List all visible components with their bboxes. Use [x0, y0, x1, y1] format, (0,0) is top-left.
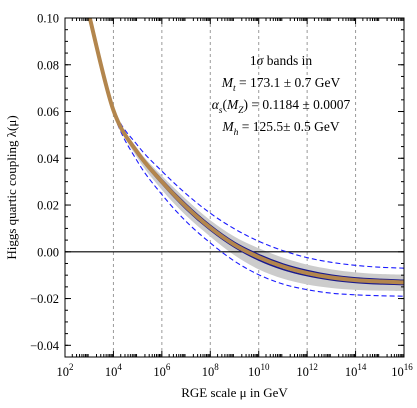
series-line-outer-lower: [89, 18, 404, 297]
y-tick-label: 0.04: [37, 152, 60, 166]
x-tick-label: 108: [202, 362, 220, 379]
y-tick-labels: 0.10 0.08 0.06 0.04 0.02 0.00 −0.02 −0.04: [30, 12, 60, 353]
y-tick-label: −0.04: [30, 339, 60, 353]
x-tick-label: 104: [105, 362, 123, 379]
y-tick-label: 0.00: [37, 245, 59, 259]
curves: [87, 18, 404, 297]
series-line-central: [87, 18, 404, 285]
plot-frame: [64, 17, 405, 358]
x-tick-label: 102: [57, 362, 74, 379]
x-tick-label: 1014: [345, 362, 367, 379]
tick-marks: [64, 17, 405, 358]
annotation-line: αs(MZ) = 0.1184 ± 0.0007: [212, 97, 351, 116]
x-tick-label: 1012: [296, 362, 318, 379]
annotation-line: Mt = 173.1 ± 0.7 GeV: [221, 75, 341, 94]
x-tick-label: 106: [153, 362, 171, 379]
x-tick-label: 1010: [248, 362, 270, 379]
y-tick-label: 0.02: [37, 199, 59, 213]
x-axis-label: RGE scale μ in GeV: [181, 385, 288, 400]
annotation-line: 1σ bands in: [250, 53, 312, 68]
y-tick-label: 0.08: [37, 58, 59, 72]
y-tick-label: 0.06: [37, 105, 59, 119]
x-tick-labels: 102 104 106 108 1010 1012 1014 1016: [57, 362, 414, 379]
series-line-outer-upper: [89, 18, 404, 269]
grid: [112, 18, 357, 357]
y-tick-label: 0.10: [37, 12, 59, 26]
x-tick-label: 1016: [391, 362, 413, 379]
annotation-line: Mh = 125.5± 0.5 GeV: [221, 119, 340, 138]
y-axis-label: Higgs quartic coupling λ(μ): [4, 115, 19, 259]
annotation: 1σ bands in Mt = 173.1 ± 0.7 GeV αs(MZ) = …: [212, 53, 351, 138]
y-tick-label: −0.02: [30, 292, 59, 306]
